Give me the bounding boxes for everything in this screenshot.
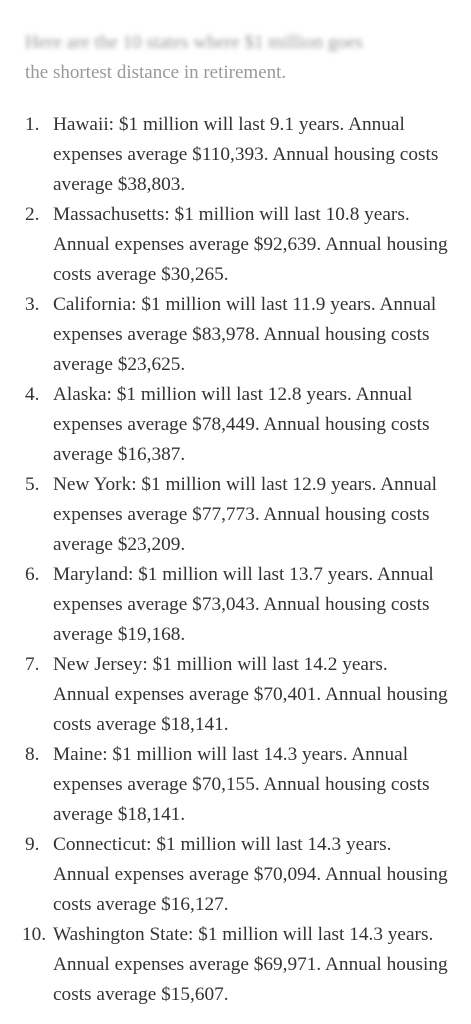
- list-item: 6. Maryland: $1 million will last 13.7 ye…: [0, 560, 448, 650]
- item-number: 2.: [25, 204, 40, 225]
- item-text: New Jersey: $1 million will last 14.2 ye…: [53, 654, 448, 735]
- list-item: 4. Alaska: $1 million will last 12.8 year…: [0, 380, 448, 470]
- item-text: Hawaii: $1 million will last 9.1 years. …: [53, 114, 439, 195]
- intro-blurred-line: Here are the 10 states where $1 million …: [25, 32, 363, 53]
- list-item: 2. Massachusetts: $1 million will last 10…: [0, 200, 448, 290]
- item-text: California: $1 million will last 11.9 ye…: [53, 294, 437, 375]
- state-list: 1. Hawaii: $1 million will last 9.1 years…: [0, 110, 448, 1010]
- list-item: 5. New York: $1 million will last 12.9 ye…: [0, 470, 448, 560]
- list-item: 8. Maine: $1 million will last 14.3 years…: [0, 740, 448, 830]
- intro-line: the shortest distance in retirement.: [25, 62, 287, 83]
- intro: Here are the 10 states where $1 million …: [25, 28, 445, 88]
- item-text: Massachusetts: $1 million will last 10.8…: [53, 204, 448, 285]
- item-text: Alaska: $1 million will last 12.8 years.…: [53, 384, 430, 465]
- list-item: 9. Connecticut: $1 million will last 14.3…: [0, 830, 448, 920]
- list-item: 10. Washington State: $1 million will las…: [0, 920, 448, 1010]
- item-text: Maine: $1 million will last 14.3 years. …: [53, 744, 430, 825]
- item-number: 6.: [25, 564, 40, 585]
- item-number: 4.: [25, 384, 40, 405]
- item-number: 10.: [22, 924, 47, 945]
- list-item: 1. Hawaii: $1 million will last 9.1 years…: [0, 110, 448, 200]
- item-number: 7.: [25, 654, 40, 675]
- item-text: Connecticut: $1 million will last 14.3 y…: [53, 834, 448, 915]
- item-text: New York: $1 million will last 12.9 year…: [53, 474, 438, 555]
- item-text: Maryland: $1 million will last 13.7 year…: [53, 564, 434, 645]
- list-item: 3. California: $1 million will last 11.9 …: [0, 290, 448, 380]
- item-text: Washington State: $1 million will last 1…: [53, 924, 448, 1005]
- list-item: 7. New Jersey: $1 million will last 14.2 …: [0, 650, 448, 740]
- item-number: 8.: [25, 744, 40, 765]
- item-number: 9.: [25, 834, 40, 855]
- item-number: 1.: [25, 114, 40, 135]
- item-number: 5.: [25, 474, 40, 495]
- item-number: 3.: [25, 294, 40, 315]
